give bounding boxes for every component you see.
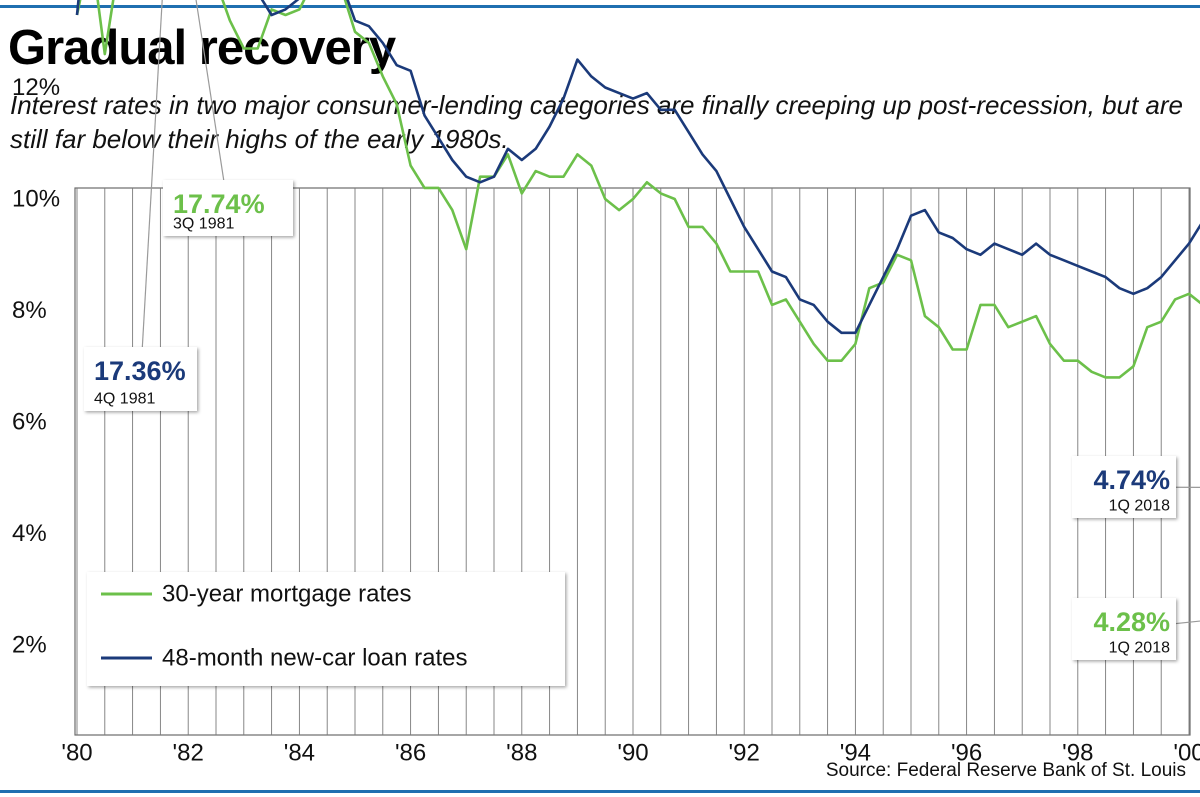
callout-leader <box>139 0 163 380</box>
y-tick-label: 6% <box>12 409 47 436</box>
car-loan-rate-line <box>75 0 1200 335</box>
x-tick-label: '90 <box>617 740 648 767</box>
callout-box <box>1072 598 1176 660</box>
source-note: Source: Federal Reserve Bank of St. Loui… <box>825 760 1186 781</box>
y-tick-label: 12% <box>12 74 60 101</box>
chart-title: Gradual recovery <box>8 21 396 75</box>
legend-box <box>87 572 565 686</box>
legend: 30-year mortgage rates 48-month new-car l… <box>87 572 565 686</box>
x-tick-label: '86 <box>395 740 426 767</box>
peak-car-loan-callout: 17.36% 4Q 1981 <box>84 0 197 411</box>
latest-mortgage-callout: 4.28% 1Q 2018 <box>1072 598 1200 660</box>
x-tick-label: '98 <box>1062 740 1093 767</box>
y-tick-label: 8% <box>12 297 47 324</box>
callout-value: 17.36% <box>94 356 186 386</box>
x-tick-label: '88 <box>506 740 537 767</box>
latest-car-loan-callout: 4.74% 1Q 2018 <box>1072 456 1200 518</box>
callout-value: 4.28% <box>1093 607 1170 637</box>
callout-box <box>84 347 197 411</box>
bottom-rule <box>0 790 1200 793</box>
y-tick-label: 4% <box>12 520 47 547</box>
x-tick-label: '94 <box>840 740 871 767</box>
callout-period: 1Q 2018 <box>1109 498 1170 515</box>
top-rule <box>0 5 1200 8</box>
mortgage-rate-line <box>75 0 1200 379</box>
callout-leader <box>195 0 229 209</box>
x-tick-label: '92 <box>729 740 760 767</box>
peak-mortgage-callout: 17.74%3Q 1981 <box>163 0 293 236</box>
y-tick-label: 10% <box>12 186 60 213</box>
x-tick-label: '82 <box>173 740 204 767</box>
callout-box <box>1072 456 1176 518</box>
callout-period: 3Q 1981 <box>173 216 234 233</box>
x-tick-label: '84 <box>284 740 315 767</box>
x-tick-label: '96 <box>951 740 982 767</box>
legend-label: 30-year mortgage rates <box>162 581 411 608</box>
callout-value: 4.74% <box>1093 465 1170 495</box>
callout-period: 1Q 2018 <box>1109 640 1170 657</box>
callout-period: 4Q 1981 <box>94 391 155 408</box>
chart-subtitle: Interest rates in two major consumer-len… <box>10 90 1184 154</box>
legend-label: 48-month new-car loan rates <box>162 645 467 672</box>
callout-value: 17.74% <box>173 189 265 219</box>
y-tick-label: 2% <box>12 632 47 659</box>
x-tick-label: '80 <box>61 740 92 767</box>
x-tick-label: '00 <box>1173 740 1200 767</box>
callout-box <box>163 180 293 236</box>
